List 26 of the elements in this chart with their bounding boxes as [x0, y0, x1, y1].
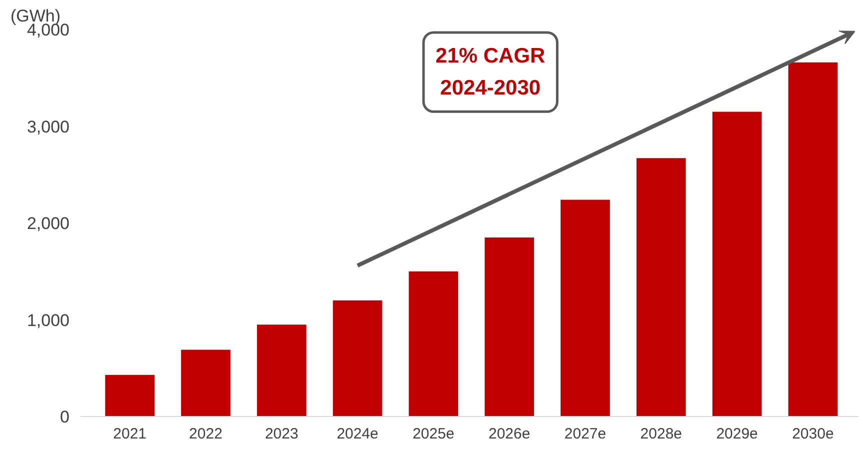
x-tick-label: 2022 — [189, 426, 222, 442]
bar — [408, 271, 458, 416]
x-tick-label: 2028e — [640, 426, 682, 442]
x-tick-label: 2027e — [564, 426, 606, 442]
bar — [636, 158, 686, 416]
y-tick-label: 3,000 — [26, 117, 70, 136]
bar — [484, 238, 534, 416]
bar — [332, 300, 382, 416]
y-tick-label: 2,000 — [26, 214, 70, 233]
x-tick-label: 2026e — [488, 426, 530, 442]
annotation: 21% CAGR 2024-2030 — [436, 44, 546, 100]
x-tick-label: 2030e — [792, 426, 834, 442]
bar — [560, 200, 610, 416]
bar — [712, 112, 762, 416]
bar — [788, 62, 838, 416]
bar — [256, 324, 306, 416]
x-tick-label: 2024e — [336, 426, 378, 442]
x-tick-label: 2025e — [412, 426, 454, 442]
bar — [105, 374, 155, 416]
y-axis-title: (GWh) — [10, 6, 61, 26]
x-tick-label: 2023 — [264, 426, 298, 442]
x-tick-label: 2029e — [716, 426, 758, 442]
bar — [181, 350, 230, 416]
x-tick-label: 2021 — [113, 426, 147, 442]
y-tick-label: 0 — [60, 408, 70, 426]
y-tick-label: 1,000 — [26, 310, 70, 330]
